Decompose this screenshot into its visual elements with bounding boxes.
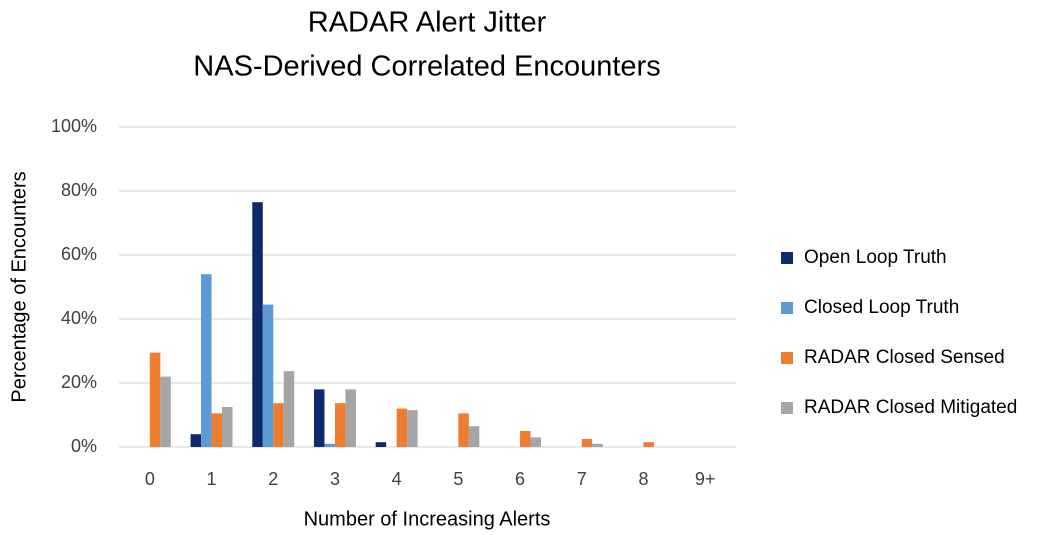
y-tick-label: 20% (61, 372, 97, 392)
bar (160, 376, 171, 447)
x-tick-label: 3 (330, 469, 340, 489)
bar (262, 304, 274, 447)
bar (273, 403, 284, 447)
x-tick-label: 4 (392, 469, 402, 489)
bar (252, 202, 263, 447)
bar (324, 443, 335, 447)
legend-label: Closed Loop Truth (804, 297, 959, 318)
chart-subtitle: NAS-Derived Correlated Encounters (193, 51, 660, 83)
bar (313, 389, 325, 447)
bar (468, 426, 480, 447)
legend-swatch (781, 402, 793, 414)
legend-label: Open Loop Truth (804, 247, 947, 268)
bar (396, 408, 408, 447)
legend-swatch (781, 302, 793, 314)
x-tick-label: 5 (453, 469, 463, 489)
x-tick-label: 1 (207, 469, 217, 489)
legend-label: RADAR Closed Sensed (804, 347, 1005, 368)
y-tick-label: 40% (61, 308, 97, 328)
legend-swatch (781, 352, 793, 364)
x-tick-label: 8 (638, 469, 648, 489)
bar (458, 413, 469, 447)
x-tick-label: 6 (515, 469, 525, 489)
bar (643, 442, 654, 447)
bar (581, 439, 593, 447)
x-tick-label: 2 (268, 469, 278, 489)
legend-swatch (781, 252, 793, 264)
bar (334, 403, 346, 447)
bar (375, 442, 387, 447)
x-axis-title: Number of Increasing Alerts (304, 508, 551, 530)
y-tick-label: 80% (61, 180, 97, 200)
bar (592, 443, 603, 447)
y-tick-label: 100% (51, 116, 97, 136)
bar (222, 407, 233, 447)
chart-title: RADAR Alert Jitter (308, 7, 547, 39)
bar (201, 274, 212, 447)
x-tick-label: 0 (145, 469, 155, 489)
bar (149, 352, 161, 447)
x-tick-label: 7 (577, 469, 587, 489)
bar (283, 371, 295, 447)
y-tick-label: 0% (71, 436, 97, 456)
bar (190, 434, 202, 447)
y-axis-title: Percentage of Encounters (8, 171, 30, 402)
bar (345, 389, 356, 447)
bar (530, 437, 542, 447)
x-tick-label: 9+ (695, 469, 716, 489)
bar (407, 410, 418, 447)
bar (211, 413, 223, 447)
legend-label: RADAR Closed Mitigated (804, 397, 1017, 418)
y-tick-label: 60% (61, 244, 97, 264)
bar (520, 431, 531, 447)
